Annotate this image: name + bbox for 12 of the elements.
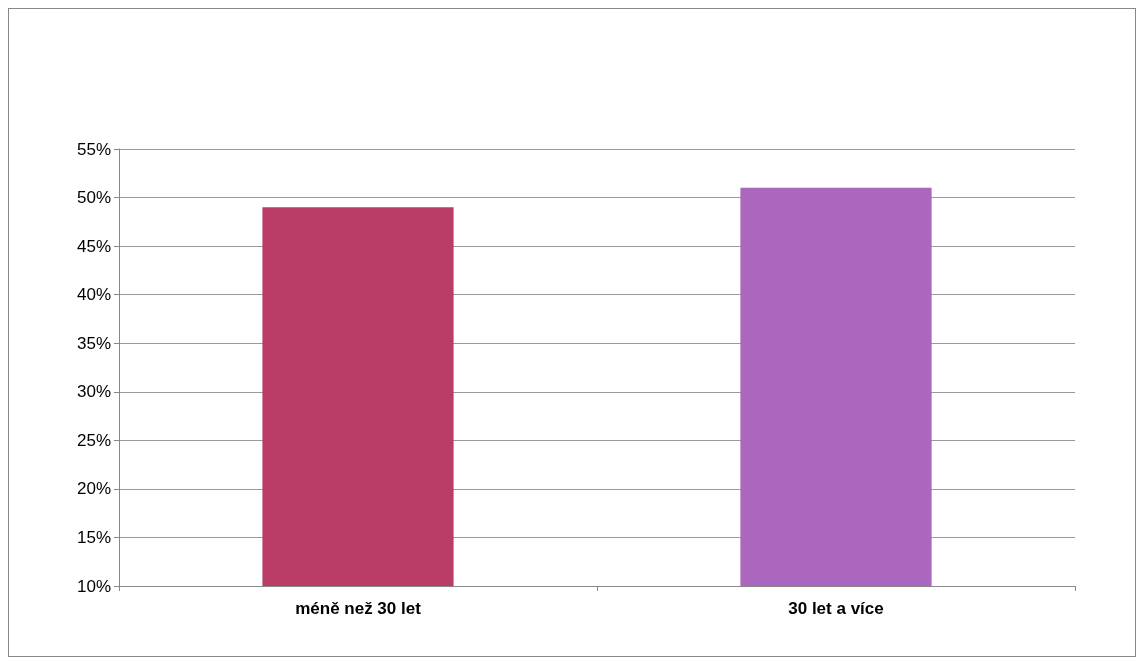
y-tick-label: 40% bbox=[76, 285, 111, 305]
y-tick-label: 55% bbox=[76, 139, 111, 159]
y-tick-label: 50% bbox=[76, 188, 111, 208]
y-tick-label: 45% bbox=[76, 236, 111, 256]
x-tick-label: méně než 30 let bbox=[295, 599, 422, 618]
y-tick-label: 10% bbox=[76, 576, 111, 596]
y-tick-label: 35% bbox=[76, 333, 111, 353]
y-tick-label: 30% bbox=[76, 382, 111, 402]
y-tick-label: 15% bbox=[76, 527, 111, 547]
x-tick-label: 30 let a více bbox=[788, 599, 884, 618]
y-tick-label: 25% bbox=[76, 430, 111, 450]
y-tick-label: 20% bbox=[76, 479, 111, 499]
